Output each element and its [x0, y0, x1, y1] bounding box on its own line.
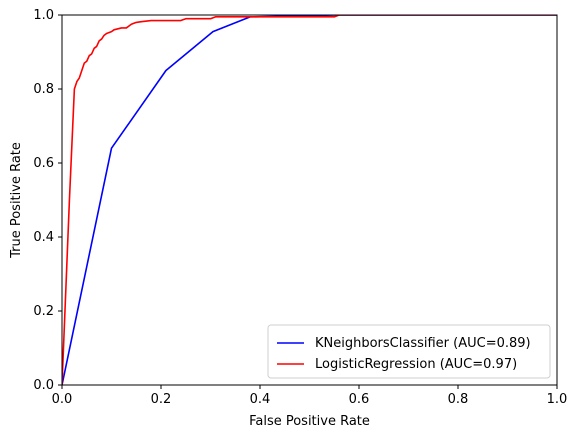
series-lines: [62, 15, 557, 385]
y-tick-label: 0.2: [33, 304, 54, 319]
legend-frame: [267, 324, 551, 379]
axes-frame: [61, 14, 558, 386]
series-group: [62, 15, 557, 385]
y-tick-label: 0.8: [33, 82, 54, 97]
y-tick-label: 1.0: [33, 8, 54, 23]
y-tick-label: 0.6: [33, 156, 54, 171]
plot-area: [62, 15, 557, 385]
x-tick-label: 0.0: [52, 392, 73, 407]
x-axis-label: False Positive Rate: [249, 414, 370, 429]
axes: [61, 14, 558, 386]
series-line-1: [62, 15, 557, 385]
x-tick-label: 1.0: [547, 392, 568, 407]
plot-background: [62, 15, 557, 385]
x-tick-label: 0.2: [151, 392, 172, 407]
legend: KNeighborsClassifier (AUC=0.89) LogisticR…: [267, 324, 551, 379]
x-tick-label: 0.6: [349, 392, 370, 407]
axis-labels: False Positive Rate True Positive Rate: [9, 142, 370, 429]
series-line-0: [62, 15, 557, 385]
x-tick-label: 0.4: [250, 392, 271, 407]
legend-label-1: LogisticRegression (AUC=0.97): [315, 357, 517, 372]
x-tick-label: 0.8: [448, 392, 469, 407]
legend-label-0: KNeighborsClassifier (AUC=0.89): [315, 336, 531, 351]
y-axis-label: True Positive Rate: [9, 142, 24, 259]
y-tick-label: 0.4: [33, 230, 54, 245]
y-tick-label: 0.0: [33, 378, 54, 393]
tick-marks: 0.0 0.2 0.4 0.6 0.8 1.0 0.0 0.2 0.4 0.6 0.8 1.0: [33, 8, 567, 407]
